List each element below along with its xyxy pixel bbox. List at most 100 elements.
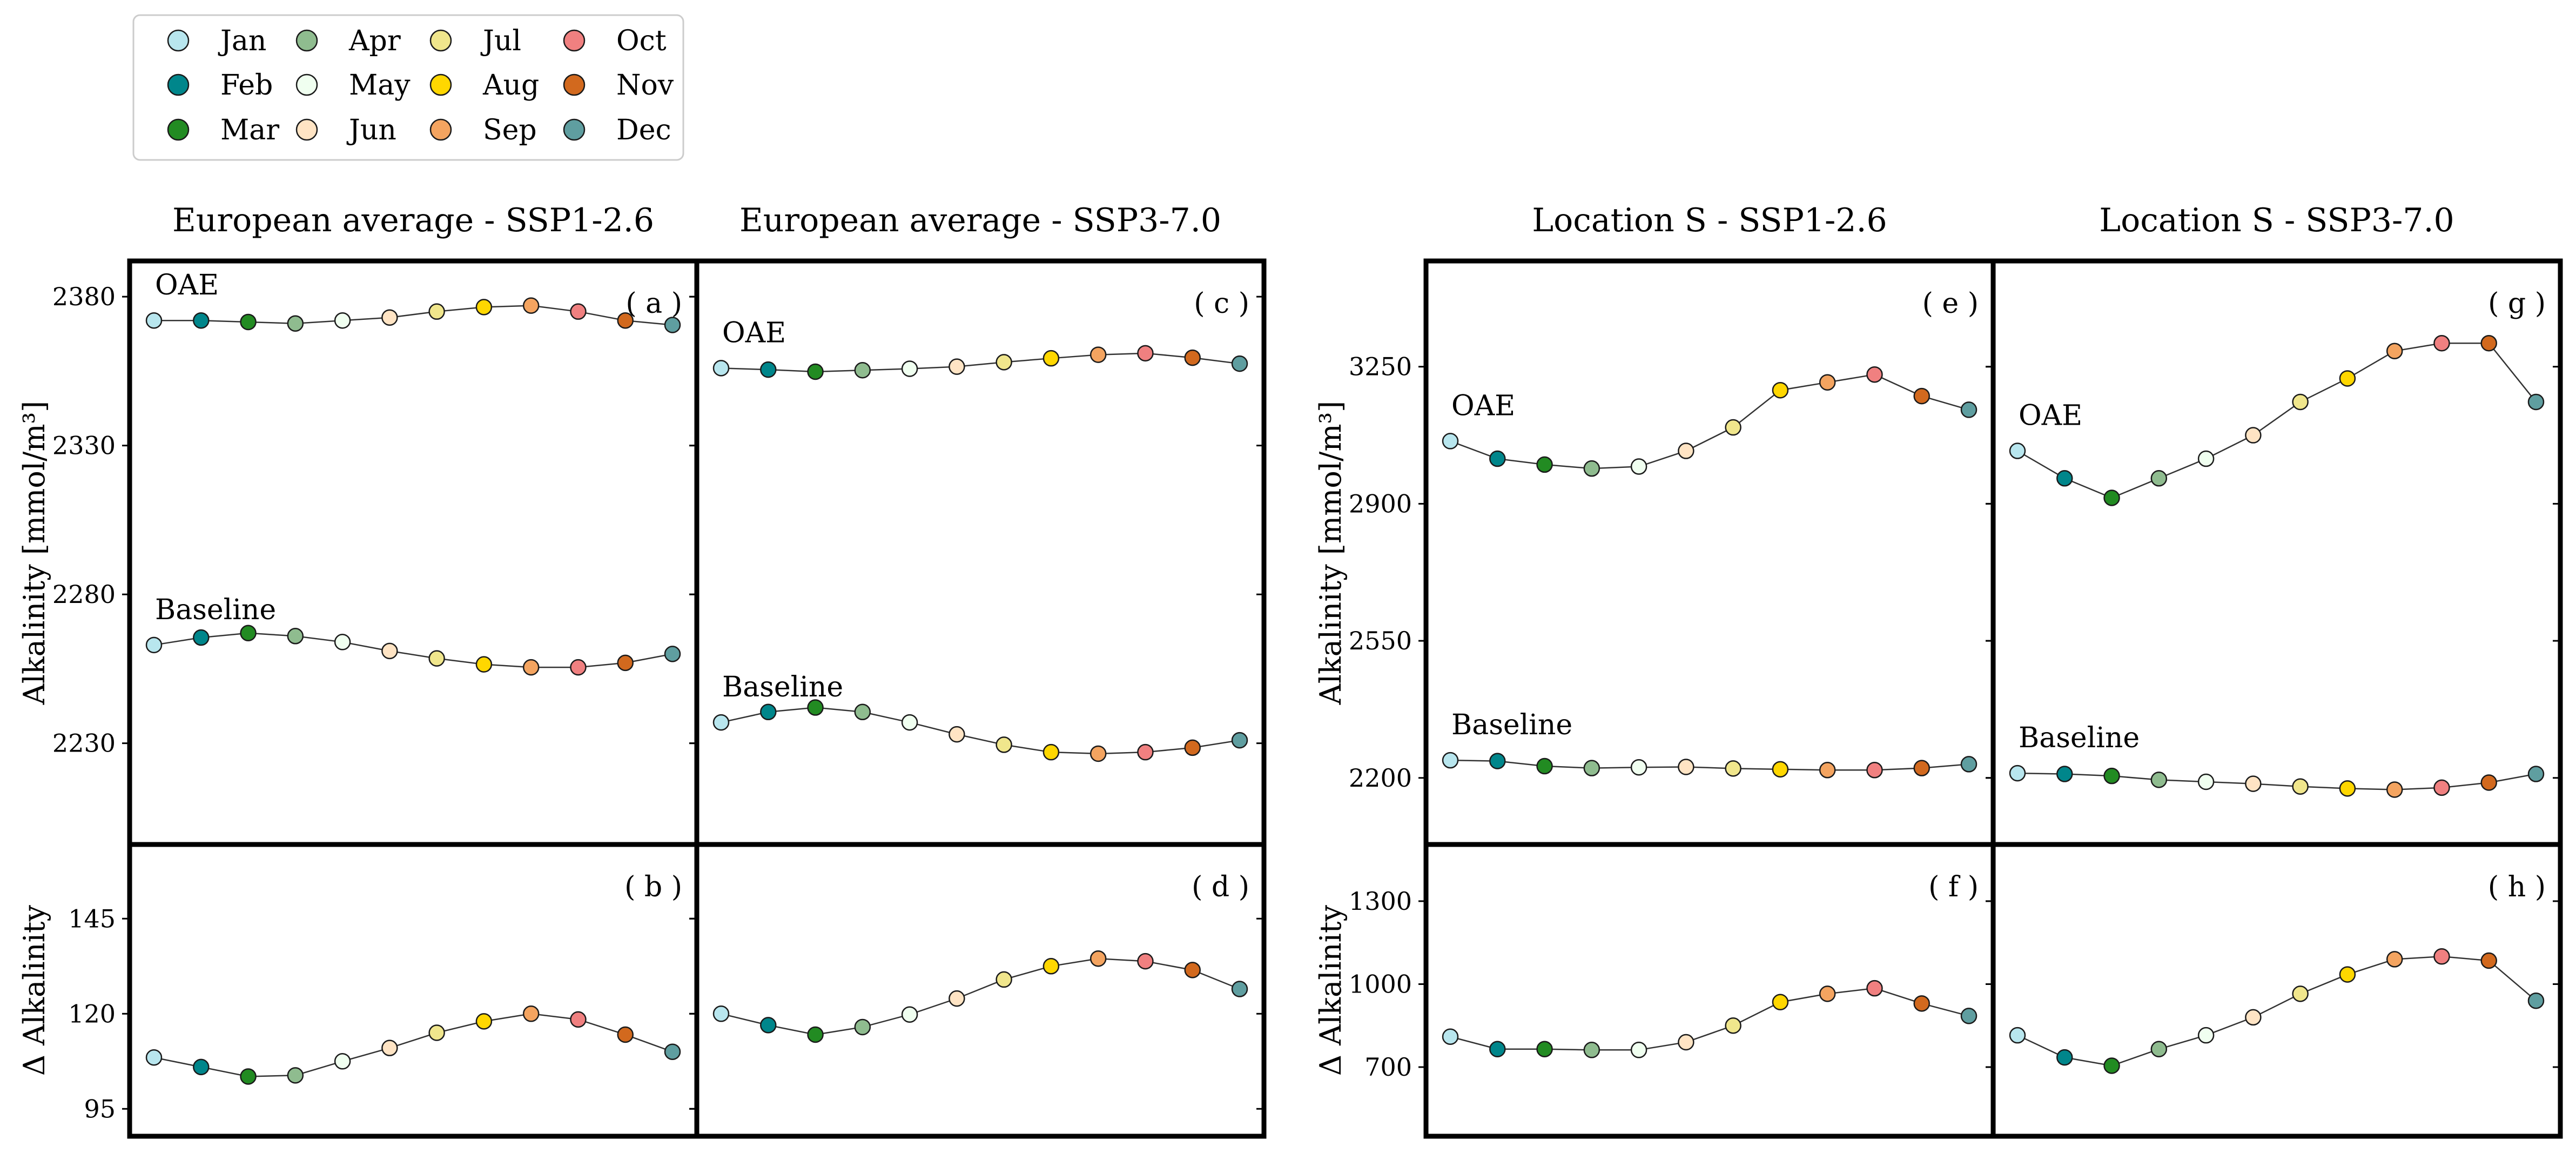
series-line-g-baseline	[2017, 772, 2537, 790]
data-point-g-baseline-oct	[2433, 779, 2450, 796]
data-point-c-baseline-jul	[996, 736, 1012, 753]
data-point-f-delta-aug	[1772, 994, 1789, 1011]
data-point-b-delta-jan	[145, 1049, 163, 1066]
panel-frame-f	[1423, 842, 1996, 1139]
ytick-label-e: 2200	[1349, 763, 1412, 793]
data-point-e-oae-apr	[1583, 460, 1600, 477]
data-point-b-delta-nov	[617, 1026, 634, 1043]
ytick-label-b: 95	[84, 1094, 116, 1123]
series-label-g-oae: OAE	[2019, 400, 2082, 432]
legend-marker-oct	[563, 29, 586, 52]
panel-a: 2230 2280 2330 2380 OAE Baseline ( a ) European…	[17, 202, 700, 847]
data-point-c-baseline-mar	[807, 699, 824, 716]
panel-letter-f: ( f )	[1928, 871, 1979, 903]
series-line-g-oae	[2017, 342, 2537, 499]
legend-marker-aug	[429, 73, 452, 96]
data-point-e-baseline-jun	[1678, 759, 1694, 775]
data-point-a-baseline-may	[334, 634, 351, 651]
data-point-b-delta-may	[334, 1053, 351, 1070]
data-point-a-oae-jul	[428, 303, 445, 320]
data-point-c-baseline-jan	[712, 714, 730, 731]
legend-label-nov: Nov	[616, 69, 674, 102]
legend-label-jan: Jan	[218, 25, 266, 57]
data-point-c-oae-aug	[1042, 350, 1060, 367]
data-point-e-oae-sep	[1819, 374, 1836, 391]
series-line-c-oae	[721, 352, 1240, 373]
data-point-g-oae-jan	[2009, 442, 2026, 459]
ytick-label-a: 2280	[52, 580, 116, 609]
panel-frame-a	[127, 258, 700, 847]
data-point-a-oae-aug	[475, 299, 493, 316]
legend-marker-feb	[167, 73, 190, 96]
panel-frame-g	[1990, 258, 2563, 847]
data-point-g-baseline-jun	[2245, 775, 2262, 792]
data-point-e-baseline-nov	[1913, 760, 1930, 776]
data-point-g-oae-feb	[2056, 470, 2073, 487]
data-point-e-oae-jan	[1442, 433, 1459, 450]
panel-letter-a: ( a )	[625, 287, 682, 320]
data-point-d-delta-apr	[854, 1018, 871, 1036]
data-point-h-delta-may	[2197, 1027, 2215, 1044]
data-point-g-oae-oct	[2433, 334, 2450, 352]
data-point-h-delta-jun	[2245, 1009, 2262, 1026]
data-point-g-oae-jul	[2292, 393, 2309, 411]
data-point-g-oae-aug	[2339, 370, 2356, 387]
data-point-f-delta-nov	[1913, 995, 1930, 1012]
data-point-h-delta-mar	[2103, 1057, 2120, 1074]
data-point-b-delta-dec	[664, 1043, 681, 1060]
data-point-f-delta-jun	[1678, 1034, 1694, 1051]
panel-title-c: European average - SSP3-7.0	[739, 202, 1221, 239]
data-point-a-oae-mar	[240, 313, 257, 331]
panel-letter-h: ( h )	[2488, 871, 2546, 903]
panel-e: 2200 2550 2900 3250 OAE Baseline ( e ) Location…	[1314, 202, 1996, 847]
data-point-d-delta-sep	[1089, 950, 1107, 967]
legend-label-may: May	[349, 69, 411, 102]
panel-title-g: Location S - SSP3-7.0	[2099, 202, 2454, 239]
data-point-f-delta-apr	[1583, 1042, 1600, 1058]
data-point-d-delta-may	[901, 1006, 918, 1023]
data-point-e-baseline-jan	[1442, 752, 1459, 769]
panel-f: 700 1000 1300 ( f ) Δ Alkalinity	[1314, 842, 1996, 1139]
series-line-e-baseline	[1450, 759, 1969, 771]
series-label-a-oae: OAE	[155, 269, 219, 301]
panel-frame-h	[1990, 842, 2563, 1139]
panel-letter-e: ( e )	[1922, 287, 1979, 320]
ytick-label-a: 2230	[52, 729, 116, 758]
data-point-a-oae-sep	[522, 297, 540, 314]
ytick-label-f: 1300	[1349, 887, 1412, 916]
ylabel-e: Alkalinity [mmol/m³]	[1314, 401, 1348, 706]
data-point-a-oae-jan	[145, 312, 163, 329]
data-point-c-oae-sep	[1089, 346, 1107, 363]
series-label-c-baseline: Baseline	[722, 671, 843, 703]
data-point-g-baseline-jul	[2292, 778, 2309, 795]
series-line-b-delta	[153, 1013, 673, 1077]
data-point-a-baseline-aug	[475, 656, 493, 673]
ytick-label-f: 700	[1364, 1052, 1412, 1082]
data-point-a-oae-oct	[570, 303, 587, 320]
series-line-d-delta	[721, 957, 1240, 1036]
data-point-c-baseline-oct	[1137, 743, 1154, 761]
chart-panels: 2230 2280 2330 2380 OAE Baseline ( a ) European…	[17, 202, 2563, 1139]
data-point-a-baseline-sep	[522, 659, 540, 676]
data-point-c-oae-nov	[1184, 349, 1201, 366]
data-point-g-baseline-mar	[2103, 767, 2120, 784]
data-point-g-baseline-may	[2197, 773, 2215, 790]
data-point-g-baseline-apr	[2150, 772, 2168, 788]
data-point-e-baseline-apr	[1583, 760, 1600, 776]
data-point-a-baseline-jul	[428, 650, 445, 667]
data-point-e-baseline-may	[1630, 759, 1647, 776]
panel-b: 95 120 145 ( b ) Δ Alkalinity	[17, 842, 700, 1139]
legend-marker-apr	[295, 29, 318, 52]
series-line-a-baseline	[153, 632, 673, 668]
data-point-e-baseline-mar	[1536, 757, 1553, 775]
panel-d: ( d )	[689, 842, 1267, 1139]
legend-marker-dec	[563, 118, 586, 141]
data-point-b-delta-jul	[428, 1024, 445, 1041]
data-point-h-delta-sep	[2386, 951, 2403, 968]
data-point-e-oae-mar	[1536, 456, 1553, 473]
data-point-a-baseline-jun	[381, 642, 398, 660]
data-point-d-delta-jan	[712, 1005, 730, 1022]
data-point-d-delta-nov	[1184, 962, 1201, 978]
data-point-f-delta-oct	[1866, 980, 1883, 997]
data-point-c-baseline-jun	[949, 726, 965, 743]
